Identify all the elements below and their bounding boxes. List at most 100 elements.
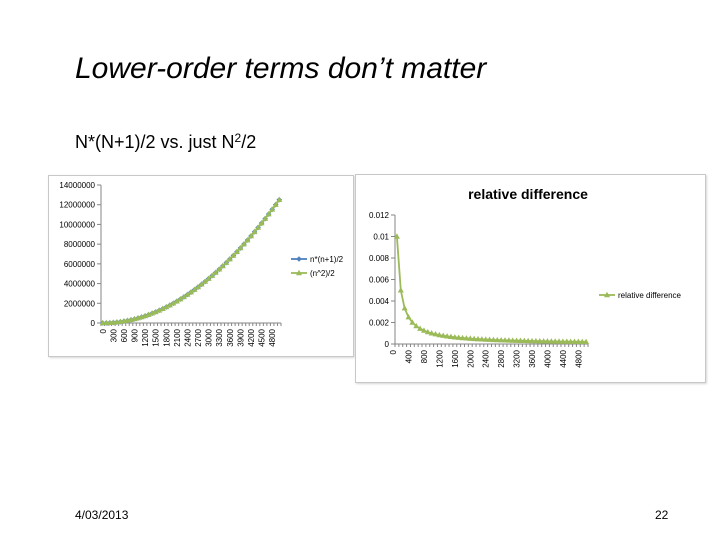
data-point bbox=[177, 295, 184, 302]
data-point bbox=[490, 336, 497, 343]
y-tick-label: 0 bbox=[91, 319, 96, 328]
data-point bbox=[521, 337, 528, 344]
x-tick-label: 4000 bbox=[543, 349, 552, 367]
y-tick-label: 0.012 bbox=[369, 211, 390, 220]
data-point bbox=[219, 262, 226, 269]
subtitle-exponent: 2 bbox=[234, 131, 242, 145]
data-point bbox=[513, 337, 520, 343]
x-tick-label: 4800 bbox=[268, 328, 277, 346]
legend-marker bbox=[296, 269, 302, 276]
series-markers bbox=[99, 196, 283, 326]
data-point bbox=[184, 291, 191, 297]
data-point bbox=[420, 327, 427, 333]
data-point bbox=[156, 307, 163, 313]
y-tick-label: 0.01 bbox=[373, 233, 389, 242]
x-tick-label: 1200 bbox=[435, 349, 444, 367]
x-tick-label: 2800 bbox=[497, 349, 506, 367]
data-point bbox=[230, 252, 237, 258]
x-tick-label: 3200 bbox=[513, 349, 522, 367]
data-point bbox=[209, 272, 216, 278]
x-tick-label: 2400 bbox=[183, 328, 192, 346]
series-line bbox=[102, 199, 280, 324]
data-point bbox=[417, 325, 424, 331]
data-point bbox=[532, 337, 539, 344]
data-point bbox=[424, 328, 431, 335]
data-point bbox=[265, 210, 272, 217]
data-point bbox=[486, 336, 493, 342]
data-point bbox=[397, 287, 404, 293]
growth-chart: 0 2000000 4000000 6000000 8000000 10000000 120… bbox=[48, 175, 354, 357]
data-point bbox=[163, 303, 170, 310]
y-tick-label: 0.006 bbox=[369, 276, 390, 285]
data-point bbox=[509, 337, 516, 343]
y-tick-label: 0 bbox=[385, 340, 390, 349]
y-tick-label: 8000000 bbox=[64, 240, 96, 249]
x-tick-label: 300 bbox=[109, 328, 118, 342]
y-tick-label: 2000000 bbox=[64, 299, 96, 308]
data-point bbox=[474, 335, 481, 342]
relative-difference-chart: relative difference 0 0.002 0.004 0.006 0.008… bbox=[355, 174, 706, 383]
data-point bbox=[170, 300, 177, 306]
data-point bbox=[269, 206, 276, 212]
legend-marker bbox=[296, 256, 302, 262]
data-point bbox=[471, 335, 478, 342]
data-point bbox=[173, 298, 180, 304]
data-point bbox=[216, 266, 223, 272]
data-point bbox=[166, 302, 173, 308]
subtitle-suffix: /2 bbox=[241, 132, 257, 152]
x-tick-label: 4500 bbox=[258, 328, 267, 346]
data-point bbox=[244, 236, 251, 243]
data-point bbox=[459, 334, 466, 341]
data-point bbox=[563, 338, 570, 344]
data-point bbox=[262, 215, 269, 221]
data-point bbox=[191, 286, 198, 292]
x-tick-label: 3300 bbox=[215, 328, 224, 346]
data-point bbox=[205, 275, 212, 281]
data-point bbox=[502, 337, 509, 343]
data-point bbox=[251, 228, 258, 235]
slide-title: Lower-order terms don’t matter bbox=[75, 52, 487, 85]
legend-label: relative difference bbox=[618, 291, 682, 300]
data-point bbox=[440, 332, 447, 338]
data-point bbox=[525, 337, 532, 344]
relative-difference-chart-svg: relative difference 0 0.002 0.004 0.006 0.008… bbox=[369, 186, 682, 368]
series-markers bbox=[393, 233, 590, 345]
data-point bbox=[540, 338, 547, 344]
data-point bbox=[258, 219, 265, 226]
legend-label: (n^2)/2 bbox=[310, 269, 335, 278]
data-point bbox=[409, 319, 416, 325]
data-point bbox=[544, 338, 551, 344]
data-point bbox=[436, 331, 443, 338]
x-tick-label: 4400 bbox=[559, 349, 568, 367]
data-point bbox=[447, 333, 454, 340]
legend-label: n*(n+1)/2 bbox=[310, 255, 344, 264]
y-tick-label: 6000000 bbox=[64, 260, 96, 269]
data-point bbox=[255, 224, 262, 230]
data-point bbox=[248, 232, 254, 239]
data-point bbox=[233, 248, 240, 255]
data-point bbox=[223, 259, 230, 265]
x-tick-label: 2100 bbox=[173, 328, 182, 346]
data-point bbox=[467, 335, 474, 341]
data-point bbox=[226, 255, 233, 262]
x-tick-label: 400 bbox=[405, 349, 414, 363]
x-tick-label: 2700 bbox=[194, 328, 203, 346]
y-tick-label: 4000000 bbox=[64, 280, 96, 289]
x-tick-label: 600 bbox=[120, 328, 129, 342]
data-point bbox=[149, 310, 156, 316]
x-tick-label: 4200 bbox=[247, 328, 256, 346]
data-point bbox=[463, 335, 470, 341]
data-point bbox=[405, 313, 412, 320]
data-point bbox=[529, 337, 536, 344]
slide-subtitle: N*(N+1)/2 vs. just N2/2 bbox=[75, 131, 256, 153]
data-point bbox=[567, 338, 574, 344]
x-tick-label: 0 bbox=[389, 349, 398, 354]
data-point bbox=[240, 240, 247, 247]
x-tick-label: 1200 bbox=[141, 328, 150, 346]
x-tick-label: 2000 bbox=[466, 349, 475, 367]
data-point bbox=[575, 338, 582, 344]
data-point bbox=[152, 308, 159, 315]
data-point bbox=[536, 337, 543, 344]
subtitle-prefix: N*(N+1)/2 vs. just N bbox=[75, 132, 235, 152]
data-point bbox=[198, 281, 205, 287]
